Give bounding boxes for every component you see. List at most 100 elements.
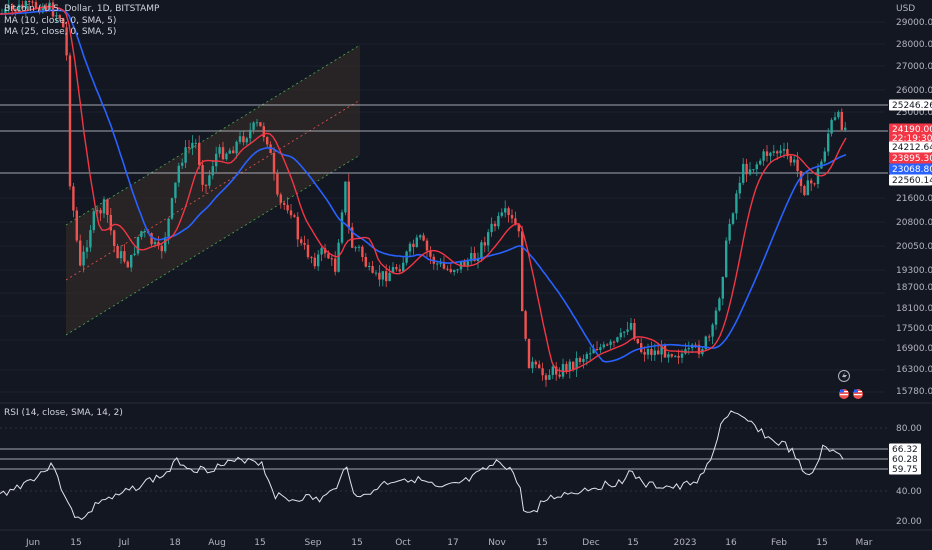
candle-body bbox=[286, 204, 289, 211]
rsi-tag-label: 60.28 bbox=[892, 455, 918, 465]
candle-body bbox=[85, 247, 89, 252]
candle-body bbox=[58, 15, 61, 19]
candle-body bbox=[531, 361, 534, 369]
time-axis[interactable]: Jun 15 Jul 18 Aug 15 Sep 15 Oct 17 Nov 15 Dec 15 2023 1… bbox=[25, 538, 873, 548]
candle-body bbox=[616, 337, 619, 342]
candle-body bbox=[303, 243, 306, 245]
candle-body bbox=[191, 142, 194, 148]
candle-body bbox=[595, 349, 599, 351]
candle-body bbox=[150, 233, 153, 245]
candle-body bbox=[225, 153, 228, 160]
candle-body bbox=[541, 368, 544, 376]
candle-body bbox=[517, 224, 520, 232]
ma10-legend[interactable]: MA (10, close, 0, SMA, 5) bbox=[4, 16, 117, 26]
us-flag-icon[interactable] bbox=[839, 389, 863, 399]
candle-body bbox=[385, 271, 388, 282]
price-tag-bg bbox=[889, 132, 932, 144]
candle-body bbox=[272, 153, 276, 174]
candle-body bbox=[510, 215, 514, 219]
candle-body bbox=[106, 199, 109, 215]
candle-body bbox=[89, 230, 92, 248]
candle-body bbox=[143, 231, 146, 233]
candle-body bbox=[714, 310, 718, 325]
candle-body bbox=[476, 258, 480, 261]
candle-body bbox=[806, 180, 809, 196]
price-tag-label: 23895.30 bbox=[892, 154, 932, 164]
rsi-tag-label: 59.75 bbox=[892, 465, 918, 475]
candle-body bbox=[833, 117, 837, 120]
candle-body bbox=[92, 211, 95, 231]
candle-body bbox=[17, 4, 21, 12]
candle-body bbox=[657, 350, 660, 355]
candle-body bbox=[439, 263, 442, 265]
time-axis-label: 15 bbox=[627, 538, 638, 548]
candle-body bbox=[14, 9, 17, 12]
symbol-title[interactable]: Bitcoin / U.S. Dollar, 1D, BITSTAMP bbox=[4, 4, 160, 14]
candle-body bbox=[126, 261, 129, 268]
price-tick-label: 18700.00 bbox=[896, 283, 932, 293]
candle-body bbox=[381, 271, 384, 280]
candles bbox=[0, 0, 847, 387]
candle-body bbox=[177, 165, 180, 183]
lightning-icon[interactable] bbox=[838, 370, 850, 382]
candle-body bbox=[41, 5, 44, 13]
candle-body bbox=[164, 237, 167, 252]
candle-body bbox=[391, 267, 395, 273]
time-axis-label: Nov bbox=[488, 538, 506, 548]
rsi-tick-label: 20.00 bbox=[896, 517, 922, 527]
time-axis-label: Aug bbox=[208, 538, 226, 548]
candle-body bbox=[561, 363, 565, 377]
candle-body bbox=[279, 194, 282, 203]
price-axis[interactable]: 29000.00 28000.00 27000.00 26000.00 25000.00… bbox=[896, 18, 932, 397]
candle-body bbox=[708, 336, 711, 338]
price-tag-bg bbox=[889, 123, 932, 135]
candle-body bbox=[803, 186, 806, 196]
price-tick-label: 20050.00 bbox=[896, 242, 932, 252]
time-axis-label: 15 bbox=[254, 538, 265, 548]
candle-body bbox=[490, 223, 493, 233]
price-tag-bg bbox=[889, 163, 932, 175]
rsi-tag-bg bbox=[889, 463, 921, 475]
time-axis-label: 17 bbox=[447, 538, 458, 548]
candle-body bbox=[96, 210, 99, 212]
candle-body bbox=[395, 267, 398, 270]
horizontal-levels[interactable] bbox=[0, 104, 888, 174]
candle-body bbox=[697, 344, 701, 355]
candle-body bbox=[769, 152, 772, 156]
candle-body bbox=[728, 223, 731, 241]
candle-body bbox=[412, 243, 415, 248]
candle-body bbox=[840, 111, 843, 130]
candle-body bbox=[65, 27, 68, 56]
candle-body bbox=[453, 270, 456, 272]
candle-body bbox=[793, 159, 796, 163]
candle-body bbox=[589, 353, 592, 355]
rsi-legend[interactable]: RSI (14, close, SMA, 14, 2) bbox=[4, 408, 123, 418]
candle-body bbox=[204, 184, 208, 186]
candle-body bbox=[245, 138, 248, 143]
price-tick-label: 26000.00 bbox=[896, 86, 932, 96]
candle-body bbox=[796, 159, 799, 172]
candle-body bbox=[514, 218, 517, 225]
candle-body bbox=[388, 272, 391, 282]
rsi-tick-label: 40.00 bbox=[896, 487, 922, 497]
candle-body bbox=[667, 354, 670, 358]
candle-body bbox=[208, 175, 211, 186]
price-tag-label: 25246.26 bbox=[892, 101, 932, 111]
price-tick-label: 15780.00 bbox=[896, 387, 932, 397]
candle-body bbox=[153, 242, 157, 245]
candle-body bbox=[762, 151, 765, 161]
rsi-tag-label: 66.32 bbox=[892, 445, 918, 455]
time-axis-label: Jun bbox=[25, 538, 40, 548]
candle-body bbox=[235, 141, 238, 154]
candle-body bbox=[429, 250, 432, 257]
candle-body bbox=[837, 111, 840, 118]
time-axis-label: Feb bbox=[771, 538, 787, 548]
candle-body bbox=[300, 239, 303, 244]
candle-body bbox=[75, 210, 78, 241]
candle-body bbox=[306, 244, 310, 258]
price-tick-label: 21600.00 bbox=[896, 194, 932, 204]
ma10-line bbox=[0, 5, 847, 373]
price-tag-bg bbox=[889, 174, 932, 186]
ma25-legend[interactable]: MA (25, close, 0, SMA, 5) bbox=[4, 27, 117, 37]
